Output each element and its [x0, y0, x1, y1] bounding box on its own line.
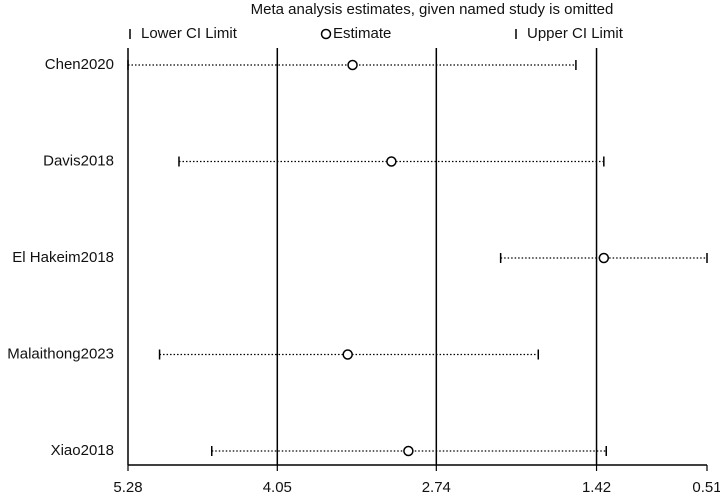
estimate: [342, 349, 353, 360]
category-label: El Hakeim2018: [12, 249, 114, 266]
category-label: Davis2018: [43, 152, 114, 169]
legend-label: Lower CI Limit: [141, 25, 238, 42]
category-label: Malaithong2023: [7, 345, 114, 362]
estimate: [386, 156, 397, 167]
x-tick-label: 2.74: [422, 479, 451, 496]
x-tick-label: 0.51: [692, 479, 720, 496]
category-label: Chen2020: [45, 56, 114, 73]
estimate: [403, 445, 414, 457]
x-tick-label: 1.42: [582, 479, 611, 496]
x-tick-label: 5.28: [113, 479, 142, 496]
legend-label: Estimate: [333, 25, 391, 42]
legend-label: Upper CI Limit: [527, 25, 624, 42]
estimate: [347, 59, 358, 71]
legend-marker: [320, 28, 332, 40]
category-label: Xiao2018: [51, 442, 114, 459]
chart-title: Meta analysis estimates, given named stu…: [251, 1, 614, 18]
estimate: [598, 252, 610, 264]
x-tick-label: 4.05: [263, 479, 292, 496]
